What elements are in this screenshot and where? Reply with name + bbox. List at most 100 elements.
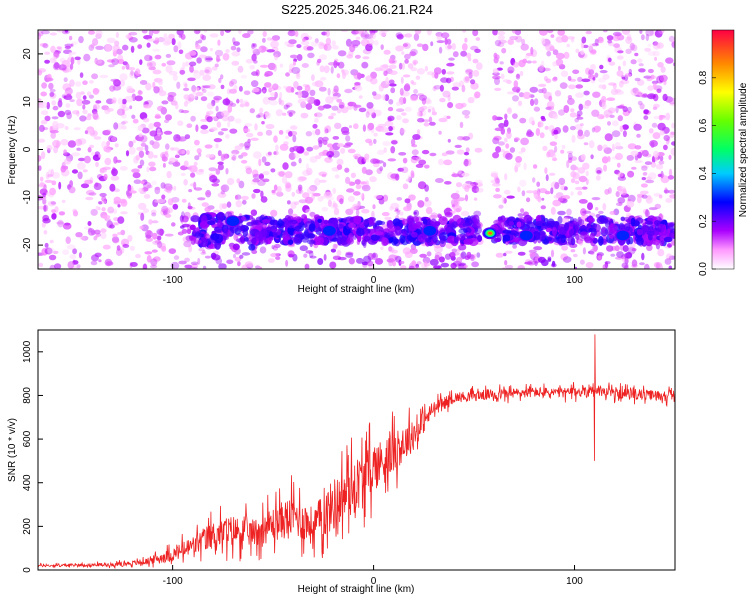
heatmap-speckle (80, 91, 85, 95)
heatmap-speckle (106, 220, 113, 229)
heatmap-speckle (459, 121, 464, 129)
heatmap-hotspot (423, 225, 437, 236)
heatmap-speckle (189, 92, 199, 99)
heatmap-speckle (641, 177, 646, 181)
heatmap-band-cell (315, 226, 322, 235)
heatmap-speckle (64, 158, 72, 165)
heatmap-speckle (173, 185, 177, 191)
heatmap-speckle (474, 91, 481, 99)
heatmap-speckle (536, 181, 541, 187)
heatmap-speckle (161, 100, 169, 105)
heatmap-speckle (288, 68, 293, 74)
heatmap-speckle (323, 126, 328, 134)
heatmap-speckle (130, 45, 135, 53)
heatmap-speckle (88, 44, 95, 51)
heatmap-speckle (440, 77, 449, 83)
heatmap-speckle (433, 85, 441, 90)
heatmap-speckle (614, 88, 622, 94)
heatmap-speckle (183, 240, 192, 248)
heatmap-speckle (172, 74, 178, 81)
heatmap-band-cell (647, 230, 655, 237)
heatmap-speckle (148, 66, 156, 71)
heatmap-speckle (273, 50, 281, 58)
heatmap-band-cell (571, 221, 578, 226)
heatmap-speckle (471, 185, 480, 193)
heatmap-speckle (333, 60, 338, 69)
heatmap-speckle (289, 63, 295, 71)
heatmap-speckle (330, 112, 337, 116)
heatmap-speckle (150, 258, 158, 267)
heatmap-speckle (334, 122, 342, 129)
heatmap-speckle (654, 56, 658, 61)
heatmap-speckle (569, 112, 577, 118)
heatmap-speckle (270, 92, 276, 96)
heatmap-speckle (507, 40, 514, 45)
heatmap-speckle (358, 95, 363, 99)
heatmap-speckle (424, 65, 429, 72)
heatmap-speckle (460, 50, 467, 57)
heatmap-speckle (530, 46, 534, 55)
colorbar: 0.00.20.40.60.8 Normalized spectral ampl… (698, 29, 749, 276)
heatmap-speckle (358, 107, 367, 113)
heatmap-speckle (220, 154, 225, 162)
heatmap-speckle (345, 252, 354, 258)
heatmap-speckle (608, 61, 616, 66)
heatmap-speckle (474, 48, 481, 54)
heatmap-speckle (296, 44, 302, 49)
heatmap-speckle (365, 169, 373, 176)
heatmap-speckle (273, 151, 277, 155)
heatmap-speckle (121, 98, 127, 105)
heatmap-speckle (370, 77, 378, 85)
heatmap-band-cell (239, 236, 246, 242)
heatmap-speckle (453, 205, 463, 213)
heatmap-speckle (149, 55, 153, 61)
heatmap-speckle (555, 36, 565, 43)
heatmap-speckle (520, 137, 529, 146)
heatmap-speckle (275, 256, 281, 260)
colorbar-tick-label: 0.6 (698, 118, 709, 132)
heatmap-speckle (191, 263, 198, 269)
heatmap-speckle (533, 106, 540, 112)
heatmap-speckle (365, 75, 374, 82)
heatmap-speckle (524, 261, 533, 265)
heatmap-speckle (264, 161, 271, 166)
heatmap-speckle (312, 192, 321, 197)
heatmap-speckle (610, 253, 616, 257)
heatmap-speckle (549, 141, 558, 146)
heatmap-speckle (79, 72, 84, 78)
heatmap-speckle (451, 173, 460, 178)
heatmap-speckle (630, 59, 637, 65)
heatmap-speckle (48, 82, 54, 90)
heatmap-speckle (194, 155, 200, 161)
heatmap-speckle (294, 201, 300, 206)
heatmap-speckle (189, 183, 196, 187)
heatmap-speckle (153, 77, 163, 83)
heatmap-speckle (365, 111, 370, 118)
heatmap-x-tick-label: 100 (566, 275, 583, 286)
heatmap-speckle (570, 171, 577, 178)
heatmap-speckle (447, 102, 454, 109)
heatmap-speckle (517, 251, 526, 256)
heatmap-speckle (558, 177, 566, 185)
heatmap-speckle (138, 133, 143, 137)
heatmap-speckle (235, 200, 243, 208)
heatmap-speckle (92, 111, 99, 120)
heatmap-speckle (182, 61, 186, 70)
heatmap-speckle (400, 128, 406, 134)
heatmap-speckle (533, 105, 540, 112)
heatmap-speckle (359, 181, 367, 185)
heatmap-speckle (181, 198, 187, 203)
heatmap-speckle (499, 61, 504, 65)
heatmap-speckle (526, 131, 534, 138)
heatmap-speckle (390, 87, 396, 94)
heatmap-speckle (624, 73, 632, 77)
heatmap-speckle (670, 131, 675, 135)
heatmap-speckle (353, 72, 362, 80)
heatmap-speckle (104, 157, 112, 166)
heatmap-speckle (214, 63, 219, 68)
heatmap-speckle (77, 171, 83, 180)
heatmap-speckle (671, 41, 675, 49)
heatmap-speckle (329, 261, 337, 269)
heatmap-speckle (545, 78, 552, 84)
heatmap-speckle (220, 184, 227, 192)
